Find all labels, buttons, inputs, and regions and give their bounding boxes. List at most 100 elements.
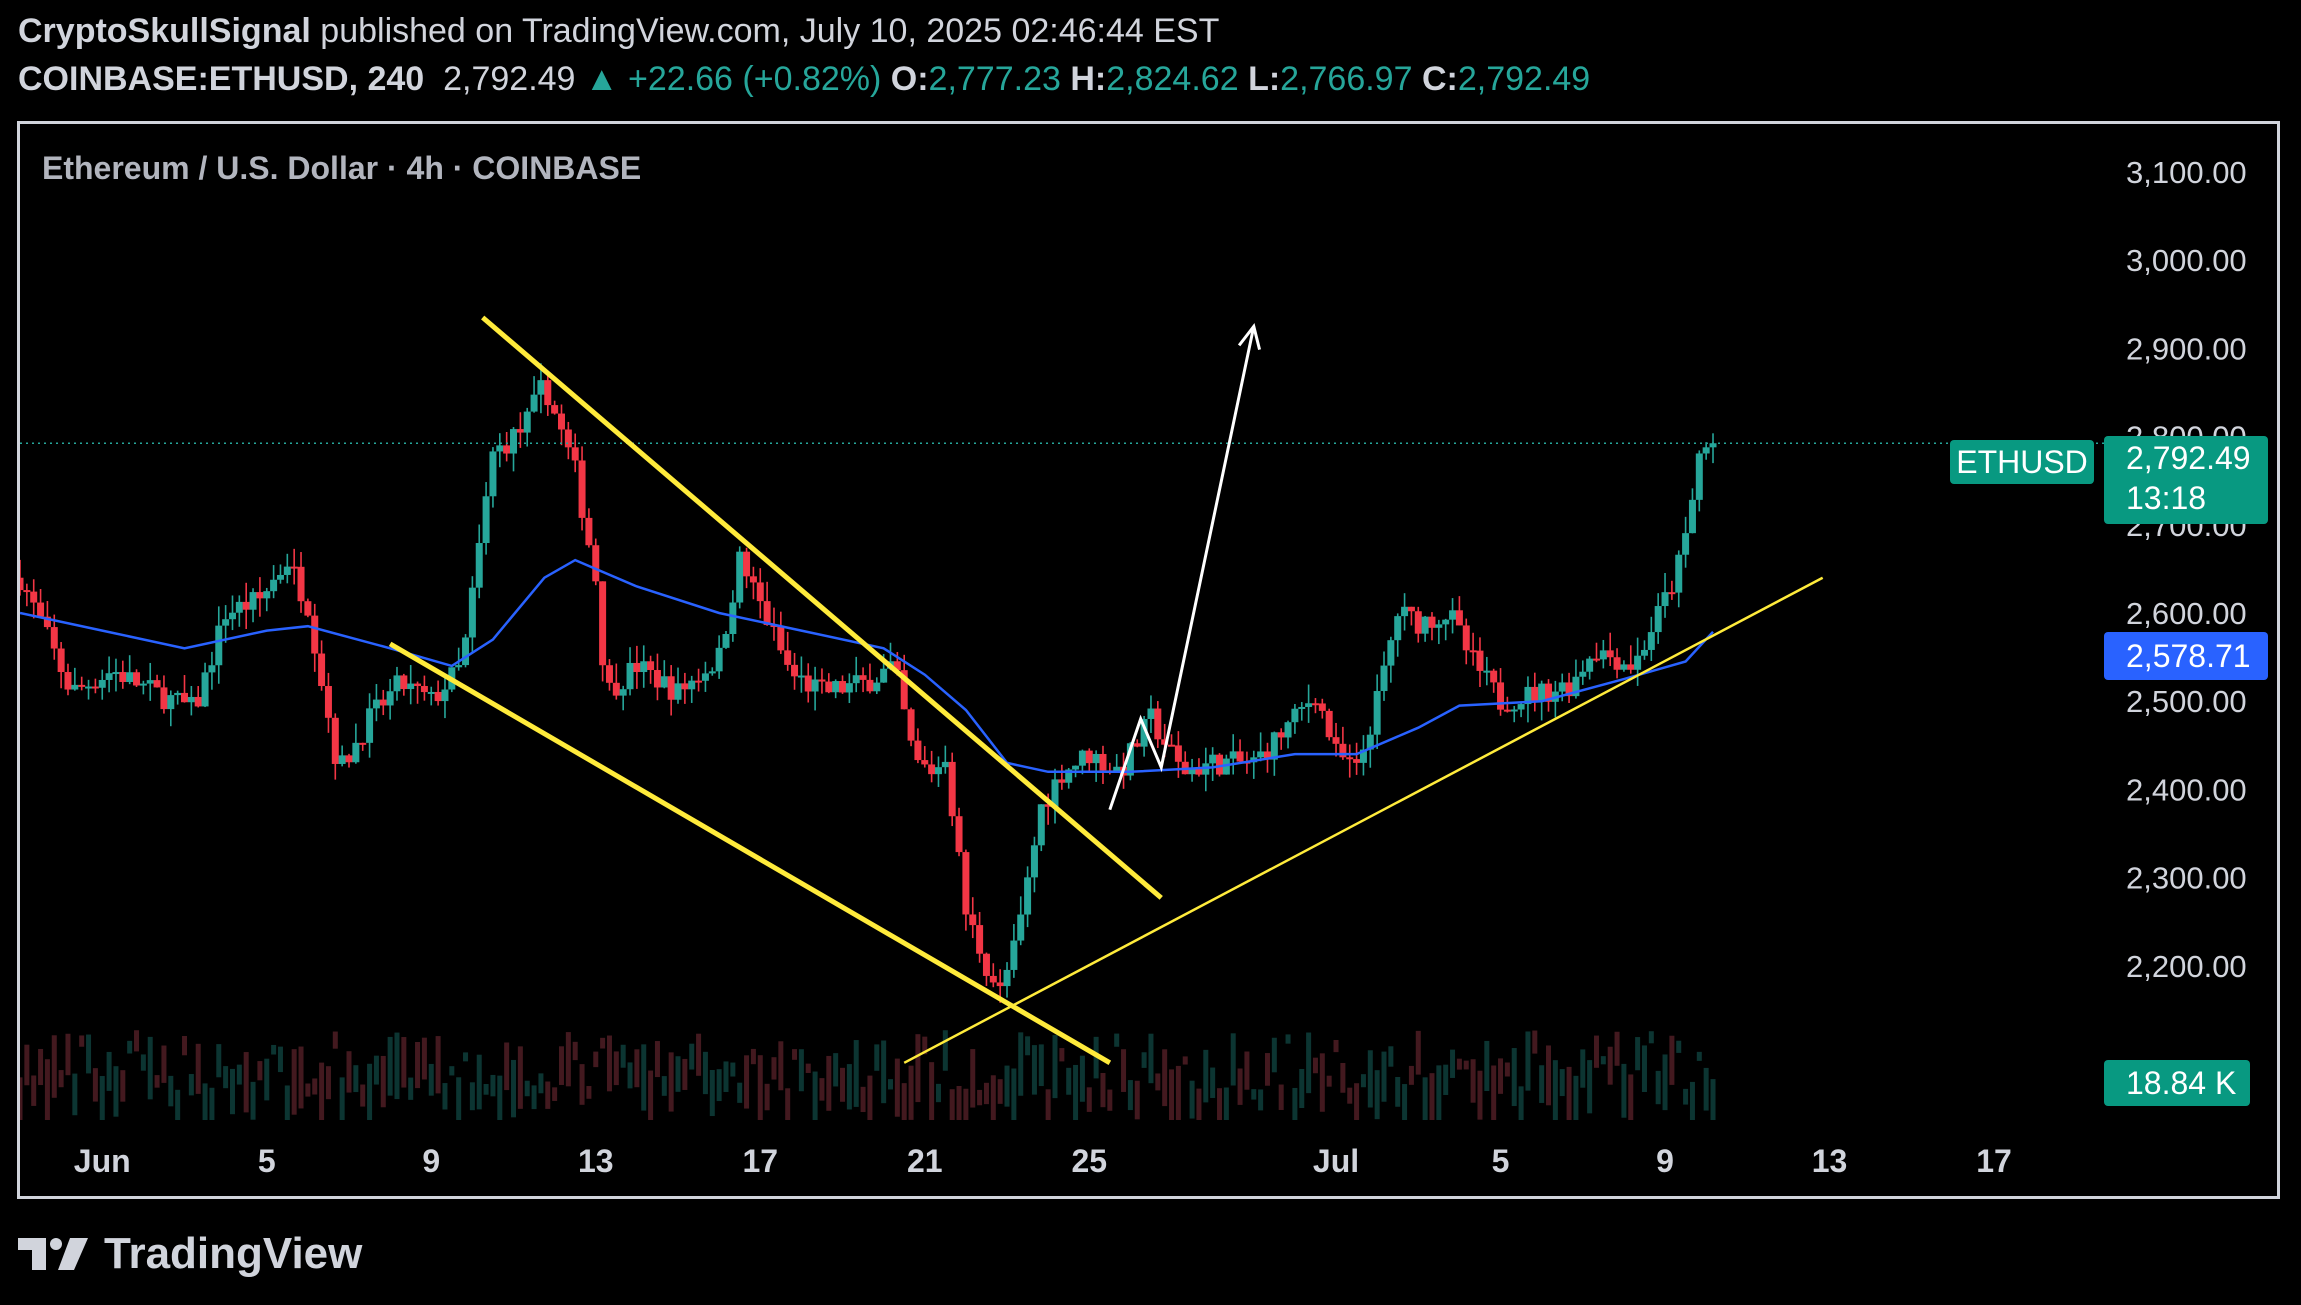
candle-body — [174, 692, 182, 696]
candle-body — [743, 551, 751, 577]
volume-bar — [675, 1056, 681, 1092]
volume-bar — [600, 1037, 606, 1049]
candle-body — [1661, 592, 1669, 607]
candle-body — [1490, 670, 1498, 683]
candle-body — [133, 672, 141, 686]
candle-body — [544, 380, 552, 406]
candle-body — [1654, 606, 1662, 633]
candle-body — [948, 761, 956, 817]
candle-body — [1270, 732, 1278, 760]
candle-body — [1558, 682, 1566, 692]
candle-body — [1216, 754, 1224, 775]
volume-bar — [271, 1044, 277, 1055]
volume-bar — [497, 1075, 503, 1120]
volume-bar — [1621, 1063, 1627, 1118]
volume-bar — [1573, 1075, 1579, 1120]
candle-body — [1387, 640, 1395, 666]
volume-bar — [696, 1033, 702, 1076]
volume-bar — [1182, 1056, 1188, 1065]
candle-body — [564, 429, 572, 448]
volume-bar — [442, 1083, 448, 1110]
published-text: published on TradingView.com, July 10, 2… — [320, 12, 1220, 50]
publish-info: CryptoSkullSignal published on TradingVi… — [18, 12, 1219, 51]
volume-bar — [38, 1048, 44, 1086]
volume-bar — [1210, 1067, 1216, 1098]
candle-body — [688, 680, 696, 690]
volume-bar — [1456, 1058, 1462, 1070]
candle-body — [1346, 757, 1354, 760]
volume-bar — [689, 1043, 695, 1070]
volume-bar — [325, 1066, 331, 1100]
volume-bar — [1374, 1070, 1380, 1120]
volume-bar — [661, 1076, 667, 1096]
y-tick-label: 3,000.00 — [2126, 243, 2247, 278]
volume-bar — [1477, 1070, 1483, 1120]
candle-body — [1682, 533, 1690, 555]
candle-body — [530, 394, 538, 412]
candle-body — [167, 695, 175, 710]
candle-body — [1168, 744, 1176, 747]
volume-bar — [1217, 1088, 1223, 1120]
volume-bar — [983, 1082, 989, 1105]
x-tick-label: 9 — [1656, 1143, 1674, 1179]
volume-bar — [223, 1066, 229, 1089]
candle-body — [1010, 940, 1018, 970]
volume-bar — [161, 1045, 167, 1083]
candle-body — [1531, 686, 1539, 702]
volume-bar — [1038, 1044, 1044, 1087]
volume-bar — [216, 1044, 222, 1078]
candle-body — [1634, 655, 1642, 670]
author-name[interactable]: CryptoSkullSignal — [18, 12, 311, 50]
volume-bar — [168, 1075, 174, 1107]
volume-bar — [504, 1042, 510, 1091]
moving-average-line — [20, 558, 1714, 774]
candle-body — [1366, 734, 1374, 750]
volume-bar — [401, 1037, 407, 1088]
volume-bar — [874, 1044, 880, 1071]
volume-bar — [894, 1058, 900, 1117]
candle-body — [1647, 632, 1655, 650]
volume-bar — [1333, 1039, 1339, 1053]
candle-body — [1003, 969, 1011, 987]
candle-body — [126, 672, 134, 682]
volume-bar — [99, 1076, 105, 1120]
candle-body — [1517, 704, 1525, 710]
candle-body — [427, 691, 435, 694]
candle-body — [407, 683, 415, 690]
candle-body — [996, 982, 1004, 987]
volume-bar — [805, 1063, 811, 1073]
volume-bar — [195, 1043, 201, 1094]
volume-bar — [922, 1036, 928, 1055]
candle-body — [859, 675, 867, 680]
candle-body — [640, 661, 648, 673]
volume-bar — [1443, 1064, 1449, 1095]
candle-body — [43, 616, 51, 628]
tradingview-footer[interactable]: TradingView — [18, 1228, 362, 1280]
candle-body — [852, 675, 860, 684]
candle-body — [414, 683, 422, 686]
candle-body — [839, 681, 847, 693]
candle-body — [605, 665, 613, 683]
volume-bar — [1127, 1080, 1133, 1111]
candle-body — [674, 683, 682, 700]
volume-bar — [1169, 1069, 1175, 1120]
volume-bar — [1552, 1060, 1558, 1120]
candle-body — [215, 625, 223, 666]
volume-bar — [339, 1077, 345, 1120]
candle-body — [160, 687, 168, 710]
candle-body — [1051, 779, 1059, 807]
volume-bar — [1340, 1062, 1346, 1093]
chart-frame[interactable] — [17, 121, 2280, 1199]
volume-bar — [1319, 1053, 1325, 1112]
candle-body — [866, 679, 874, 692]
volume-bar — [24, 1044, 30, 1086]
candle-body — [256, 592, 264, 599]
candle-body — [503, 445, 511, 454]
candle-body — [578, 460, 586, 518]
volume-bar — [154, 1075, 160, 1088]
volume-bar — [1360, 1074, 1366, 1088]
volume-bar — [1484, 1040, 1490, 1091]
candle-body — [1469, 650, 1477, 653]
candle-body — [1586, 658, 1594, 672]
